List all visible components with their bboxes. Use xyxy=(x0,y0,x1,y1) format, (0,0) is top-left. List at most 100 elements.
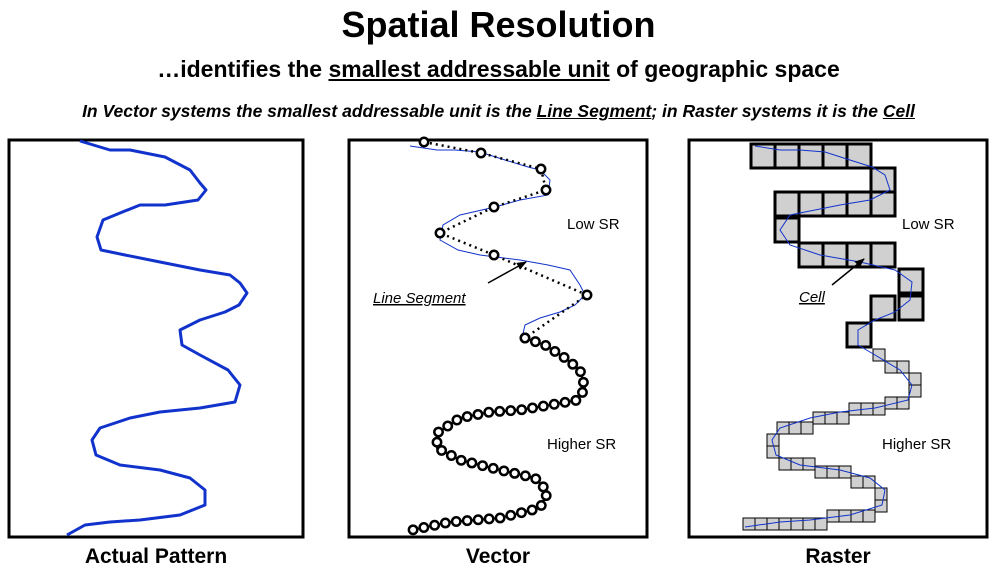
vector-node xyxy=(474,410,482,418)
raster-cell xyxy=(851,476,863,488)
vector-node xyxy=(441,519,449,527)
raster-panel: Cell Low SR Higher SR xyxy=(689,140,987,537)
raster-cell xyxy=(897,397,909,409)
raster-cell xyxy=(799,144,823,168)
raster-cell xyxy=(899,296,923,320)
vector-node xyxy=(489,464,497,472)
vector-node xyxy=(528,404,536,412)
vector-node xyxy=(521,472,529,480)
raster-cell xyxy=(823,144,847,168)
vector-node xyxy=(560,353,568,361)
raster-cell xyxy=(779,518,791,530)
vector-node xyxy=(539,483,547,491)
vector-node xyxy=(433,438,441,446)
raster-cell xyxy=(779,458,791,470)
vector-low-sr-segments xyxy=(424,142,587,338)
vector-node xyxy=(510,469,518,477)
line-segment-label: Line Segment xyxy=(373,290,466,307)
vector-node xyxy=(490,203,498,211)
raster-caption: Raster xyxy=(689,545,987,569)
vector-node xyxy=(537,501,545,509)
vector-node xyxy=(500,467,508,475)
raster-cell xyxy=(801,422,813,434)
vector-node xyxy=(474,516,482,524)
raster-cell xyxy=(847,192,871,216)
cell-label: Cell xyxy=(799,289,826,306)
vector-node xyxy=(531,337,539,345)
vector-node xyxy=(542,186,550,194)
raster-cell xyxy=(847,144,871,168)
vector-true-line xyxy=(410,146,585,338)
raster-low-sr-label: Low SR xyxy=(902,216,955,233)
line-segment-pointer-arrow xyxy=(488,262,526,283)
raster-cell xyxy=(815,518,827,530)
raster-cell xyxy=(775,218,799,242)
vector-node xyxy=(521,334,529,342)
vector-node xyxy=(477,149,485,157)
vector-node xyxy=(576,367,584,375)
vector-node xyxy=(550,400,558,408)
vector-high-sr-nodes xyxy=(409,334,588,534)
raster-cell xyxy=(743,518,755,530)
vector-node xyxy=(539,402,547,410)
vector-node xyxy=(468,459,476,467)
raster-cell xyxy=(871,192,895,216)
vector-node xyxy=(490,251,498,259)
vector-node xyxy=(463,412,471,420)
raster-cell xyxy=(873,403,885,415)
vector-node xyxy=(452,517,460,525)
vector-node xyxy=(507,406,515,414)
vector-low-sr-label: Low SR xyxy=(567,216,620,233)
raster-cell xyxy=(849,403,861,415)
raster-cell xyxy=(837,412,849,424)
vector-node xyxy=(444,422,452,430)
vector-node xyxy=(541,341,549,349)
vector-node xyxy=(517,406,525,414)
raster-cell xyxy=(827,510,839,522)
vector-node xyxy=(551,347,559,355)
vector-node xyxy=(579,378,587,386)
raster-cell xyxy=(847,323,871,347)
raster-cell xyxy=(775,192,799,216)
raster-cell xyxy=(777,422,789,434)
vector-node xyxy=(420,138,428,146)
actual-pattern-line xyxy=(67,141,247,535)
vector-node xyxy=(561,398,569,406)
vector-node xyxy=(420,523,428,531)
raster-cell xyxy=(791,518,803,530)
raster-high-sr-label: Higher SR xyxy=(882,436,951,453)
vector-node xyxy=(583,291,591,299)
vector-node xyxy=(578,388,586,396)
raster-cell xyxy=(827,466,839,478)
raster-cell xyxy=(897,361,909,373)
vector-node xyxy=(542,491,550,499)
vector-caption: Vector xyxy=(349,545,647,569)
vector-node xyxy=(478,461,486,469)
vector-node xyxy=(496,514,504,522)
raster-cell xyxy=(871,168,895,192)
raster-cell xyxy=(871,243,895,267)
vector-node xyxy=(434,428,442,436)
vector-node xyxy=(463,516,471,524)
vector-node xyxy=(532,475,540,483)
vector-node xyxy=(528,506,536,514)
raster-cell xyxy=(863,510,875,522)
vector-frame xyxy=(349,140,647,537)
vector-node xyxy=(485,515,493,523)
raster-cell xyxy=(767,446,779,458)
vector-node xyxy=(485,408,493,416)
vector-node xyxy=(430,521,438,529)
vector-high-sr-label: Higher SR xyxy=(547,436,616,453)
vector-panel: Line Segment Low SR Higher SR xyxy=(349,138,647,537)
vector-node xyxy=(457,456,465,464)
vector-node xyxy=(569,360,577,368)
actual-pattern-caption: Actual Pattern xyxy=(9,545,303,569)
vector-node xyxy=(453,416,461,424)
raster-low-sr-cells xyxy=(751,144,923,347)
vector-node xyxy=(409,526,417,534)
vector-node xyxy=(437,446,445,454)
vector-node xyxy=(572,396,580,404)
actual-pattern-frame xyxy=(9,140,303,537)
actual-pattern-panel xyxy=(9,140,303,537)
